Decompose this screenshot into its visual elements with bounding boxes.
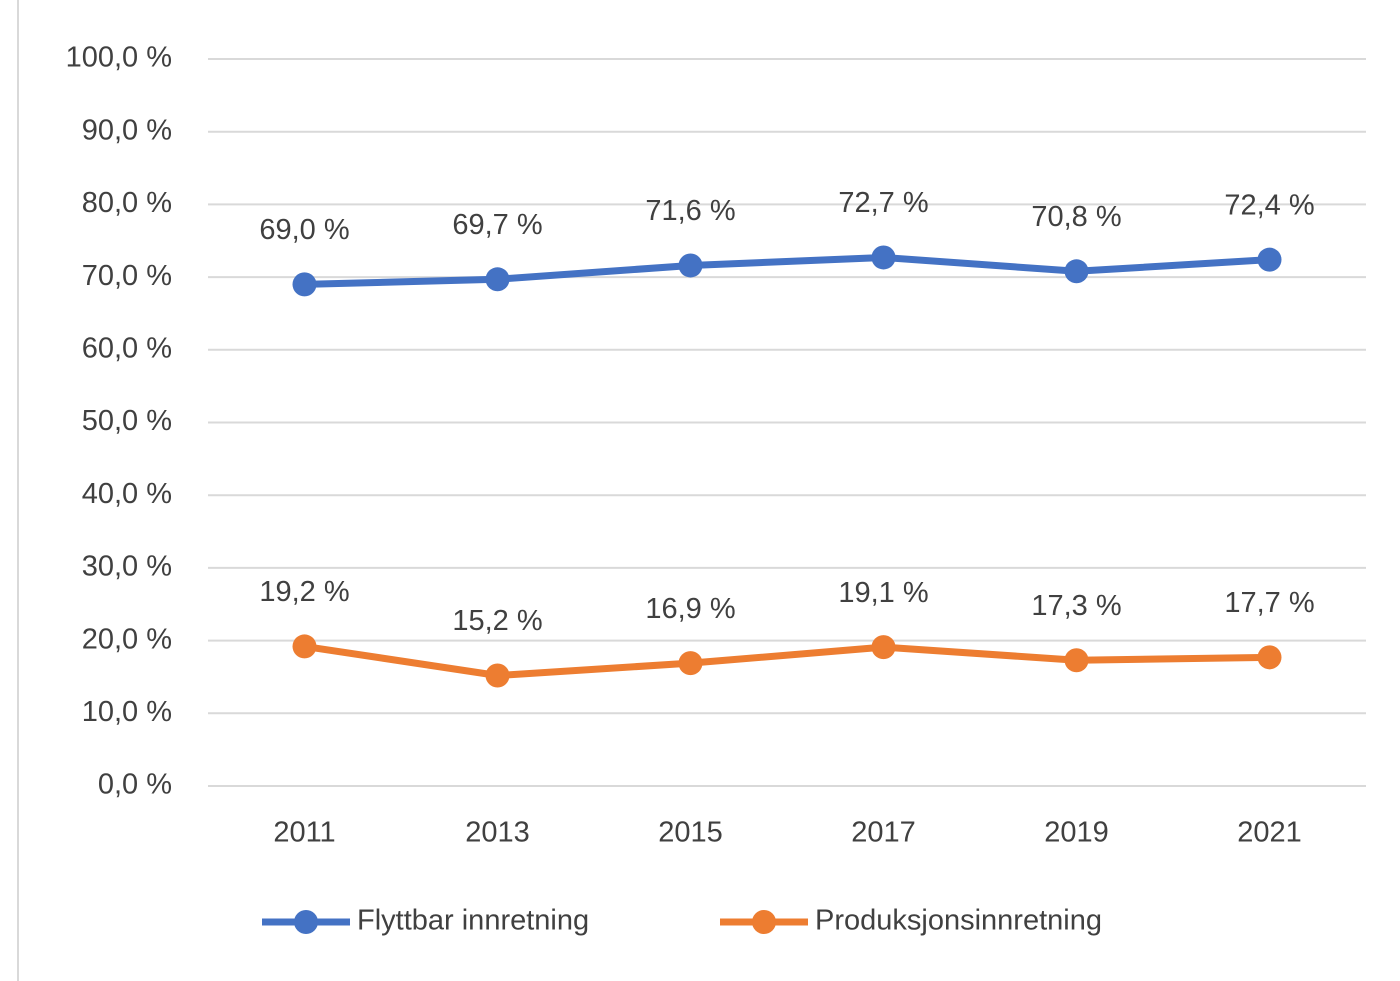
point	[292, 634, 317, 659]
x-tick-label: 2017	[851, 817, 916, 849]
data-label: 16,9 %	[645, 593, 735, 625]
y-tick-label: 10,0 %	[82, 696, 172, 728]
point	[485, 267, 510, 292]
point	[678, 253, 703, 278]
y-tick-label: 90,0 %	[82, 114, 172, 146]
data-label: 17,7 %	[1224, 587, 1314, 619]
y-tick-label: 70,0 %	[82, 260, 172, 292]
data-label: 19,1 %	[838, 577, 928, 609]
data-label: 70,8 %	[1031, 201, 1121, 233]
x-tick-label: 2015	[658, 817, 723, 849]
y-tick-label: 60,0 %	[82, 332, 172, 364]
series-line	[303, 642, 1270, 679]
y-tick-label: 80,0 %	[82, 187, 172, 219]
point	[1064, 259, 1089, 284]
data-label: 72,4 %	[1224, 189, 1314, 221]
chart-frame	[17, 0, 19, 981]
point	[871, 635, 896, 660]
y-tick-label: 30,0 %	[82, 551, 172, 583]
x-tick-label: 2013	[465, 817, 530, 849]
y-tick-label: 20,0 %	[82, 623, 172, 655]
legend-marker	[294, 910, 318, 934]
point	[1257, 645, 1282, 670]
series-line	[304, 253, 1270, 288]
x-tick-label: 2019	[1044, 817, 1109, 849]
data-label: 69,0 %	[259, 214, 349, 246]
y-tick-label: 0,0 %	[98, 769, 172, 801]
data-label: 15,2 %	[452, 605, 542, 637]
y-tick-label: 40,0 %	[82, 478, 172, 510]
point	[292, 272, 317, 297]
y-tick-label: 50,0 %	[82, 405, 172, 437]
x-tick-label: 2011	[273, 817, 335, 849]
data-label: 17,3 %	[1031, 590, 1121, 622]
x-tick-label: 2021	[1237, 817, 1302, 849]
data-label: 72,7 %	[838, 187, 928, 219]
data-label: 19,2 %	[259, 576, 349, 608]
point	[678, 651, 703, 676]
data-label: 69,7 %	[452, 209, 542, 241]
legend-label: Flyttbar innretning	[357, 905, 589, 937]
y-tick-label: 100,0 %	[66, 42, 172, 74]
legend-marker	[752, 910, 776, 934]
point	[485, 663, 510, 688]
data-label: 71,6 %	[645, 195, 735, 227]
point	[1257, 247, 1282, 272]
point	[871, 245, 896, 270]
legend-label: Produksjonsinnretning	[815, 905, 1102, 937]
point	[1064, 648, 1089, 673]
